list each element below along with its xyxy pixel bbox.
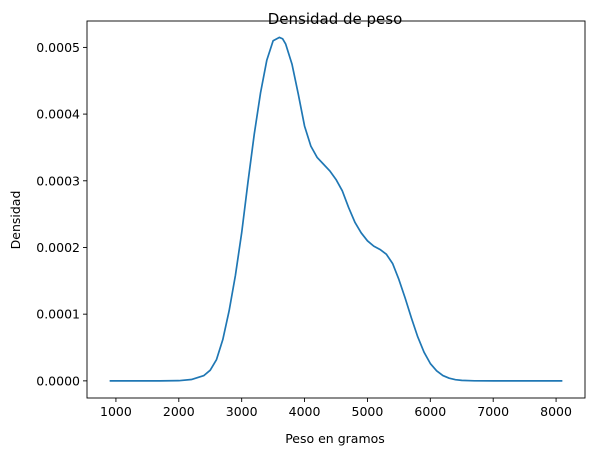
x-tick-label: 4000 xyxy=(289,404,321,419)
y-axis-label: Densidad xyxy=(8,191,23,250)
x-axis-label: Peso en gramos xyxy=(285,431,385,446)
chart-title: Densidad de peso xyxy=(268,10,403,28)
y-tick-label: 0.0005 xyxy=(36,40,80,55)
x-tick-label: 3000 xyxy=(226,404,258,419)
x-tick-label: 8000 xyxy=(540,404,572,419)
x-tick-label: 7000 xyxy=(477,404,509,419)
x-tick-label: 5000 xyxy=(352,404,384,419)
y-tick-label: 0.0004 xyxy=(36,107,80,122)
y-tick-label: 0.0000 xyxy=(36,373,80,388)
x-tick-label: 1000 xyxy=(100,404,132,419)
y-tick-label: 0.0002 xyxy=(36,240,80,255)
y-tick-label: 0.0001 xyxy=(36,307,80,322)
x-tick-label: 6000 xyxy=(414,404,446,419)
density-line-series-0 xyxy=(109,36,563,382)
x-tick-label: 2000 xyxy=(163,404,195,419)
y-tick-label: 0.0003 xyxy=(36,173,80,188)
plot-frame xyxy=(86,20,586,399)
